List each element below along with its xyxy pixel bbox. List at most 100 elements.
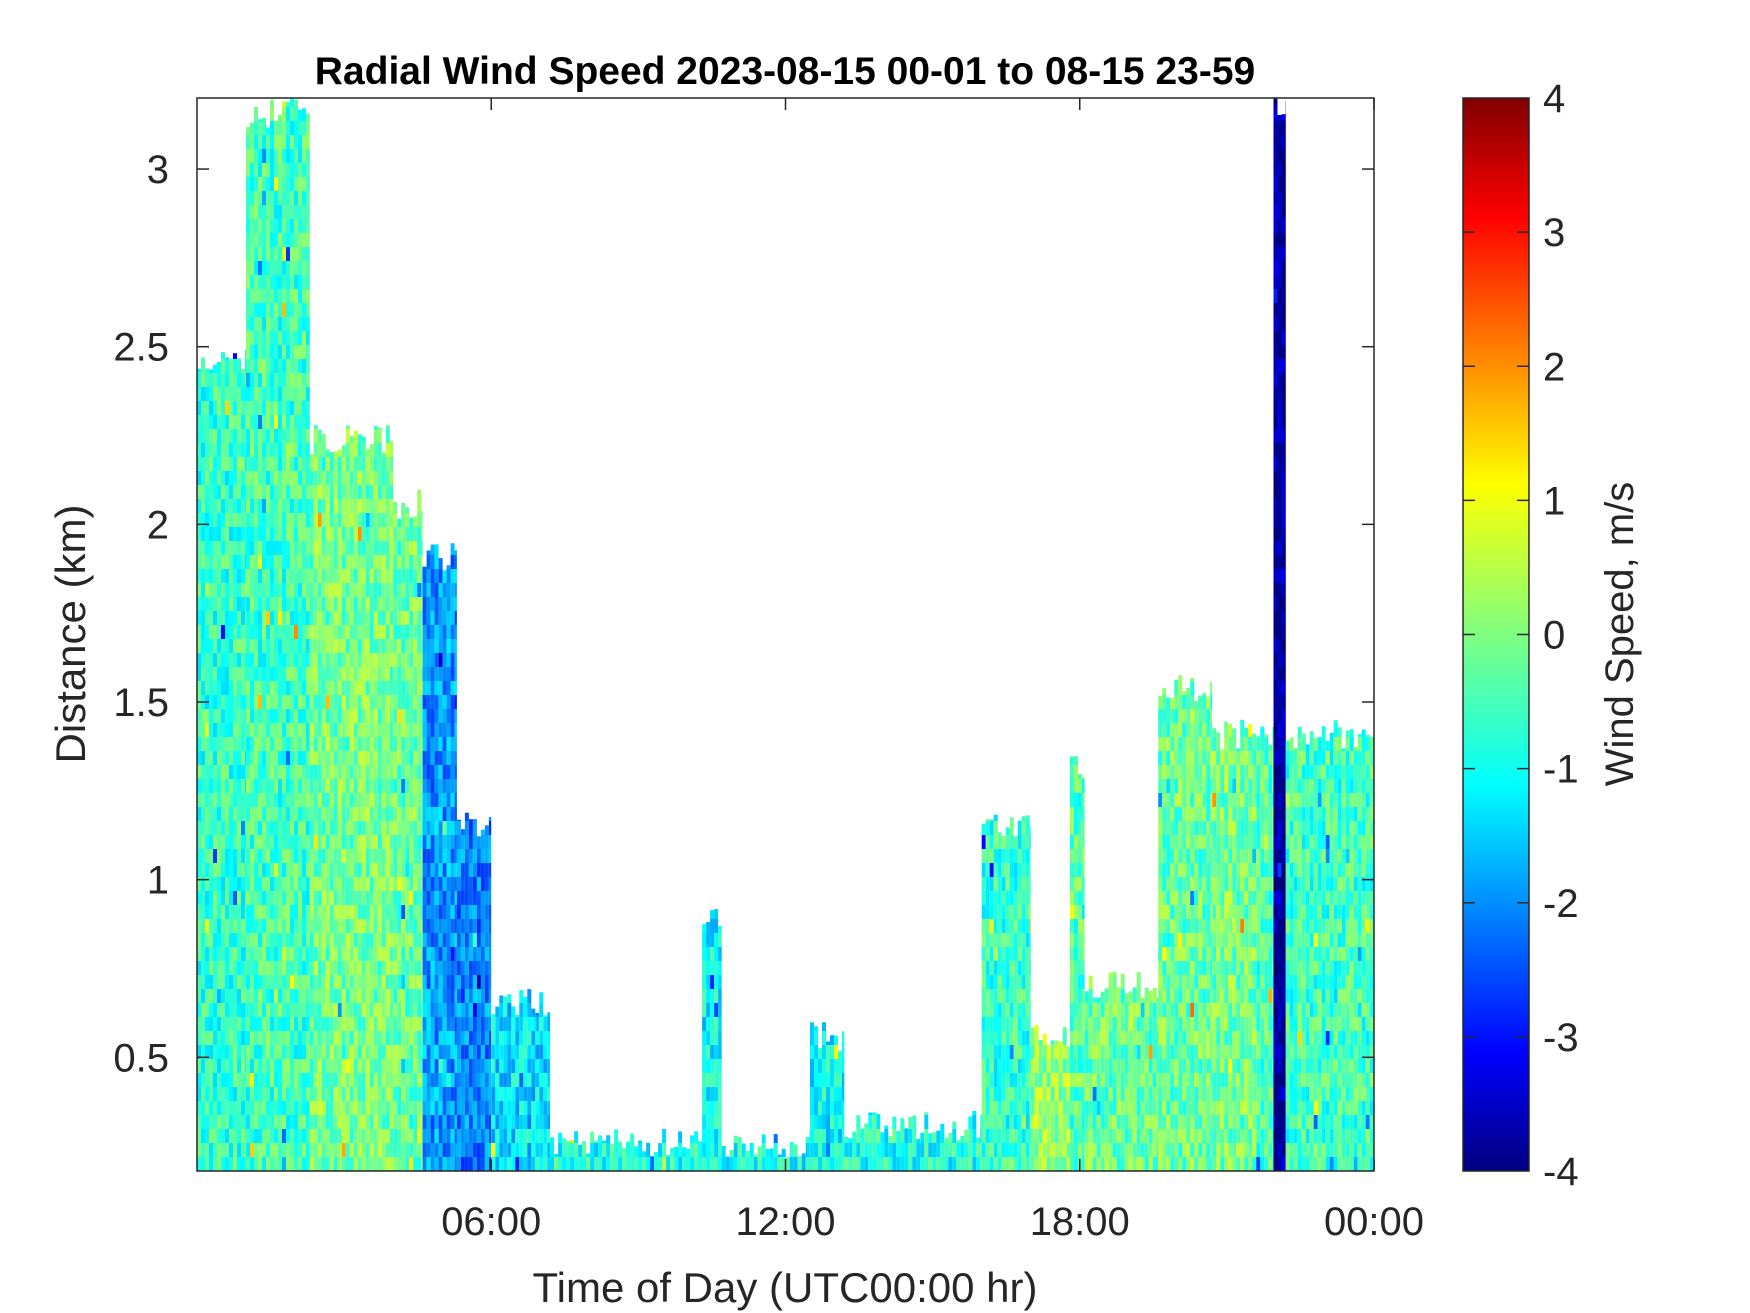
heatmap-cell [377, 1045, 382, 1059]
heatmap-cell [377, 751, 382, 765]
heatmap-cell [229, 1157, 233, 1171]
heatmap-cell [337, 1157, 342, 1171]
heatmap-cell [993, 989, 998, 1003]
heatmap-cell [329, 1003, 334, 1017]
heatmap-cell [547, 1101, 551, 1115]
heatmap-cell [373, 1143, 378, 1157]
heatmap-cell [434, 989, 439, 1003]
heatmap-cell [229, 667, 233, 681]
heatmap-cell [417, 1143, 422, 1157]
heatmap-cell [270, 1157, 274, 1171]
heatmap-cell [286, 415, 290, 429]
heatmap-cell [213, 555, 217, 569]
heatmap-cell [397, 947, 402, 961]
heatmap-cell [302, 1059, 306, 1073]
heatmap-cell [389, 849, 394, 863]
heatmap-cell [456, 1143, 461, 1157]
heatmap-cell [325, 849, 330, 863]
heatmap-cell [302, 891, 306, 905]
heatmap-cell [309, 471, 314, 485]
heatmap-cell [302, 751, 306, 765]
heatmap-cell [302, 905, 306, 919]
heatmap-cell [306, 835, 310, 849]
heatmap-cell [278, 191, 282, 205]
heatmap-cell [201, 1157, 205, 1171]
heatmap-cell [294, 849, 298, 863]
heatmap-cell [369, 919, 374, 933]
heatmap-cell [205, 709, 209, 723]
heatmap-cell [397, 1045, 402, 1059]
heatmap-cell [258, 569, 262, 583]
heatmap-cell [221, 835, 225, 849]
heatmap-cell [258, 205, 262, 219]
heatmap-cell [205, 471, 209, 485]
heatmap-cell [278, 387, 282, 401]
heatmap-cell [337, 499, 342, 513]
heatmap-cell [1013, 1017, 1018, 1031]
heatmap-cell [302, 1087, 306, 1101]
heatmap-cell [205, 681, 209, 695]
heatmap-cell [286, 101, 290, 107]
heatmap-cell [258, 387, 262, 401]
heatmap-cell [456, 891, 461, 905]
heatmap-cell [221, 877, 225, 891]
heatmap-cell [245, 583, 246, 597]
heatmap-cell [456, 1031, 461, 1045]
heatmap-cell [981, 1031, 986, 1045]
heatmap-cell [313, 947, 318, 961]
heatmap-cell [789, 1142, 794, 1143]
heatmap-cell [262, 905, 266, 919]
heatmap-cell [702, 1017, 707, 1031]
heatmap-cell [246, 961, 250, 975]
heatmap-cell [810, 1157, 814, 1171]
heatmap-cell [749, 1157, 754, 1171]
heatmap-cell [225, 359, 229, 373]
heatmap-cell [426, 961, 431, 975]
heatmap-cell [468, 1017, 473, 1031]
heatmap-cell [860, 1143, 865, 1157]
heatmap-cell [610, 1143, 615, 1157]
heatmap-cell [225, 1115, 229, 1129]
heatmap-cell [349, 1087, 354, 1101]
heatmap-cell [503, 1143, 508, 1157]
heatmap-cell [262, 415, 266, 429]
heatmap-cell [309, 555, 314, 569]
heatmap-cell [341, 555, 346, 569]
heatmap-cell [413, 947, 418, 961]
heatmap-cell [225, 1045, 229, 1059]
heatmap-cell [430, 597, 435, 611]
heatmap-cell [282, 499, 286, 513]
heatmap-cell [270, 331, 274, 345]
heatmap-cell [409, 569, 414, 583]
heatmap-cell [286, 709, 290, 723]
heatmap-cell [217, 429, 221, 443]
heatmap-cell [349, 821, 354, 835]
heatmap-cell [341, 947, 346, 961]
heatmap-cell [349, 863, 354, 877]
heatmap-cell [229, 779, 233, 793]
heatmap-cell [976, 1157, 981, 1171]
heatmap-cell [337, 1101, 342, 1115]
heatmap-cell [217, 905, 221, 919]
heatmap-cell [286, 163, 290, 177]
heatmap-cell [464, 1143, 469, 1157]
heatmap-cell [282, 443, 286, 457]
heatmap-cell [325, 961, 330, 975]
heatmap-cell [464, 1087, 469, 1101]
heatmap-cell [329, 653, 334, 667]
heatmap-cell [357, 779, 362, 793]
heatmap-cell [993, 1143, 998, 1157]
heatmap-cell [405, 527, 410, 541]
heatmap-cell [810, 1045, 814, 1059]
heatmap-cell [262, 205, 266, 219]
heatmap-cell [472, 1073, 477, 1087]
heatmap-cell [422, 1129, 427, 1143]
heatmap-cell [417, 1045, 422, 1059]
heatmap-cell [361, 653, 366, 667]
heatmap-cell [237, 793, 241, 807]
heatmap-cell [385, 583, 390, 597]
heatmap-cell [353, 891, 358, 905]
heatmap-cell [468, 1045, 473, 1059]
heatmap-cell [282, 555, 286, 569]
heatmap-cell [997, 849, 1002, 863]
